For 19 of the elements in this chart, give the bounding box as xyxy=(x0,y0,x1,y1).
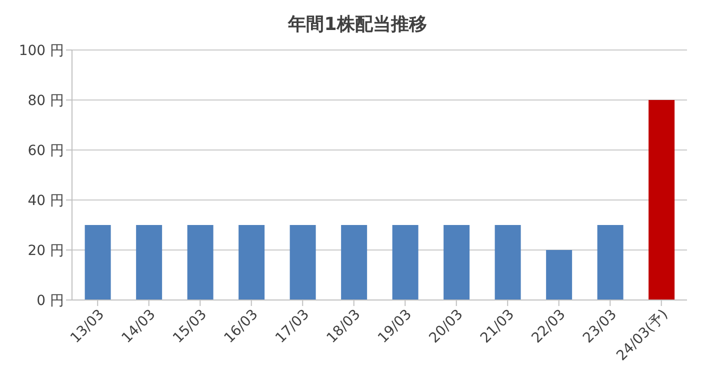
bar xyxy=(546,250,572,300)
bar xyxy=(597,225,624,300)
bar xyxy=(84,225,111,300)
y-tick-label: 0 円 xyxy=(36,292,64,309)
bar xyxy=(238,225,265,300)
bar xyxy=(136,225,162,300)
bar xyxy=(444,225,470,300)
bar xyxy=(648,100,675,300)
y-tick-label: 20 円 xyxy=(28,242,64,259)
y-tick-label: 80 円 xyxy=(28,92,64,109)
bar xyxy=(494,225,521,300)
bar xyxy=(341,225,368,300)
bar xyxy=(187,225,214,300)
y-tick-label: 40 円 xyxy=(28,192,64,209)
bar xyxy=(392,225,418,300)
y-tick-label: 60 円 xyxy=(28,142,64,159)
bar xyxy=(290,225,316,300)
y-tick-label: 100 円 xyxy=(18,42,64,59)
chart-title: 年間1株配当推移 xyxy=(286,13,428,37)
